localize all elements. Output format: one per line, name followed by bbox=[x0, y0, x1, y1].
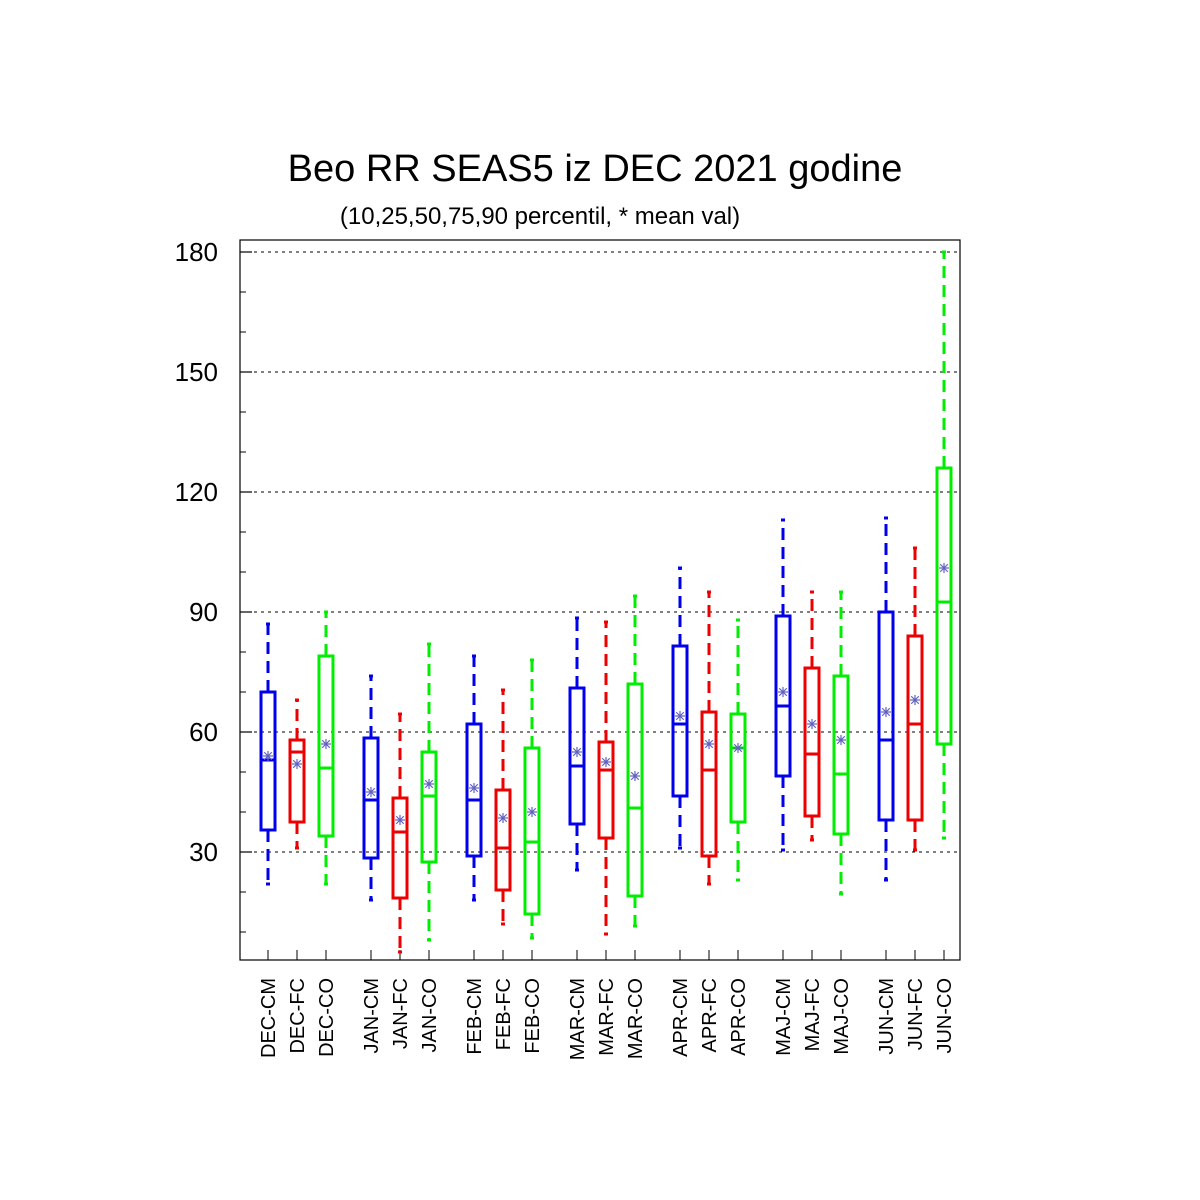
chart-subtitle: (10,25,50,75,90 percentil, * mean val) bbox=[340, 203, 740, 230]
mean-marker bbox=[498, 813, 508, 823]
iqr-box bbox=[774, 614, 792, 778]
iqr-box bbox=[729, 712, 747, 824]
y-tick-label: 120 bbox=[175, 477, 218, 507]
iqr-box bbox=[317, 654, 335, 838]
mean-marker bbox=[395, 815, 405, 825]
x-tick-label: MAJ-CM bbox=[773, 978, 795, 1056]
box-jun-co bbox=[935, 250, 953, 840]
x-tick-label: MAR-CO bbox=[625, 978, 647, 1059]
mean-marker bbox=[321, 739, 331, 749]
x-tick-label: DEC-FC bbox=[287, 978, 309, 1054]
x-tick-label: APR-CM bbox=[670, 978, 692, 1057]
box-mar-cm bbox=[568, 616, 586, 872]
x-tick-label: JAN-CO bbox=[419, 978, 441, 1052]
mean-marker bbox=[836, 735, 846, 745]
iqr-box bbox=[465, 722, 483, 858]
x-tick-label: JUN-CM bbox=[876, 978, 898, 1055]
mean-marker bbox=[675, 711, 685, 721]
iqr-box bbox=[935, 466, 953, 746]
x-tick-label: MAR-CM bbox=[567, 978, 589, 1060]
mean-marker bbox=[263, 751, 273, 761]
y-tick-label: 150 bbox=[175, 357, 218, 387]
iqr-box bbox=[877, 610, 895, 822]
x-tick-label: FEB-CO bbox=[522, 978, 544, 1054]
box-dec-fc bbox=[288, 698, 306, 850]
y-axis: 30 60 90 120 150 180 bbox=[175, 237, 945, 960]
x-axis-labels: DEC-CM DEC-FC DEC-CO JAN-CM JAN-FC JAN-CO FEB-… bbox=[258, 978, 956, 1060]
iqr-box bbox=[803, 666, 821, 818]
grid-lines bbox=[240, 251, 960, 853]
iqr-box bbox=[288, 738, 306, 824]
mean-marker bbox=[778, 687, 788, 697]
mean-marker bbox=[601, 757, 611, 767]
mean-marker bbox=[733, 743, 743, 753]
x-tick-label: APR-FC bbox=[699, 978, 721, 1052]
mean-marker bbox=[939, 563, 949, 573]
iqr-box bbox=[494, 788, 512, 892]
box-jun-cm bbox=[877, 516, 895, 882]
y-tick-label: 90 bbox=[189, 597, 218, 627]
box-apr-fc bbox=[700, 590, 718, 886]
box-apr-co bbox=[729, 618, 747, 882]
x-tick-label: JUN-FC bbox=[905, 978, 927, 1050]
iqr-box bbox=[832, 674, 850, 836]
box-feb-cm bbox=[465, 654, 483, 902]
box-jan-cm bbox=[362, 674, 380, 902]
iqr-box bbox=[523, 746, 541, 916]
plot-frame bbox=[239, 239, 961, 961]
mean-marker bbox=[424, 779, 434, 789]
iqr-box bbox=[420, 750, 438, 864]
mean-marker bbox=[881, 707, 891, 717]
x-tick-label: FEB-CM bbox=[464, 978, 486, 1055]
mean-marker bbox=[630, 771, 640, 781]
chart-title: Beo RR SEAS5 iz DEC 2021 godine bbox=[288, 148, 903, 190]
box-apr-cm bbox=[671, 566, 689, 850]
x-tick-label: MAJ-CO bbox=[831, 978, 853, 1055]
x-tick-label: APR-CO bbox=[728, 978, 750, 1056]
mean-marker bbox=[527, 807, 537, 817]
y-tick-label: 60 bbox=[189, 717, 218, 747]
iqr-box bbox=[671, 644, 689, 798]
box-feb-fc bbox=[494, 688, 512, 926]
iqr-box bbox=[597, 740, 615, 840]
iqr-box bbox=[391, 796, 409, 900]
box-maj-fc bbox=[803, 590, 821, 842]
y-tick-label: 30 bbox=[189, 837, 218, 867]
box-jan-co bbox=[420, 642, 438, 942]
x-tick-label: MAR-FC bbox=[596, 978, 618, 1056]
x-tick-label: JUN-CO bbox=[934, 978, 956, 1054]
x-tick-label: DEC-CO bbox=[316, 978, 338, 1057]
box-maj-cm bbox=[774, 518, 792, 852]
box-jan-fc bbox=[391, 712, 409, 954]
boxes bbox=[259, 250, 953, 954]
mean-marker bbox=[469, 783, 479, 793]
y-tick-label: 180 bbox=[175, 237, 218, 267]
box-mar-co bbox=[626, 594, 644, 928]
iqr-box bbox=[362, 736, 380, 860]
iqr-box bbox=[700, 710, 718, 858]
box-dec-cm bbox=[259, 622, 277, 886]
iqr-box bbox=[906, 634, 924, 822]
x-tick-label: MAJ-FC bbox=[802, 978, 824, 1051]
x-tick-label: JAN-FC bbox=[390, 978, 412, 1049]
x-tick-label: DEC-CM bbox=[258, 978, 280, 1058]
box-mar-fc bbox=[597, 620, 615, 936]
mean-marker bbox=[292, 759, 302, 769]
iqr-box bbox=[626, 682, 644, 898]
mean-marker bbox=[910, 695, 920, 705]
box-dec-co bbox=[317, 610, 335, 886]
mean-marker bbox=[704, 739, 714, 749]
iqr-box bbox=[568, 686, 586, 826]
mean-marker bbox=[572, 747, 582, 757]
mean-marker bbox=[366, 787, 376, 797]
x-tick-label: FEB-FC bbox=[493, 978, 515, 1050]
box-jun-fc bbox=[906, 546, 924, 852]
box-feb-co bbox=[523, 658, 541, 940]
box-maj-co bbox=[832, 590, 850, 896]
mean-marker bbox=[807, 719, 817, 729]
x-tick-label: JAN-CM bbox=[361, 978, 383, 1054]
